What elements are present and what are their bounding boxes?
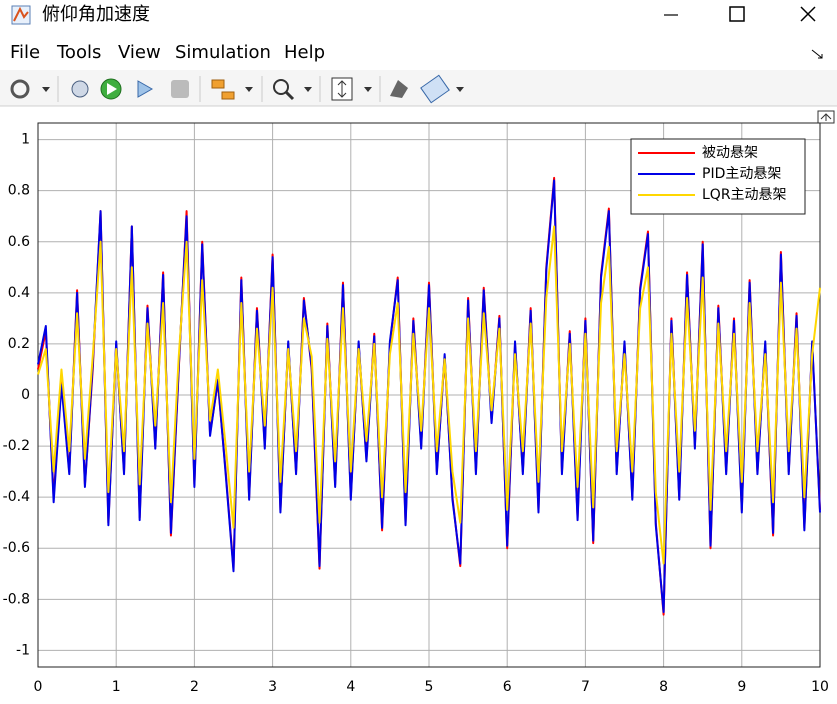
y-tick-label: 1 xyxy=(21,132,30,148)
dropdown-arrow[interactable] xyxy=(304,87,312,92)
y-tick-label: -0.4 xyxy=(3,489,30,505)
x-tick-label: 3 xyxy=(268,679,277,695)
toggle-legend-glyph xyxy=(820,113,832,121)
legend-label: PID主动悬架 xyxy=(702,166,781,182)
undock-arrow[interactable] xyxy=(811,49,823,59)
x-tick-label: 10 xyxy=(811,679,829,695)
highlight-button[interactable] xyxy=(211,79,225,89)
measure-button[interactable] xyxy=(420,74,450,104)
y-tick-label: -0.6 xyxy=(3,540,30,556)
toolbar xyxy=(0,70,837,106)
run-glyph xyxy=(107,83,117,95)
y-tick-label: -0.8 xyxy=(3,591,30,607)
settings-button[interactable] xyxy=(10,79,30,99)
dropdown-arrow[interactable] xyxy=(456,87,464,92)
autoscale-glyph xyxy=(337,80,347,98)
dropdown-arrow[interactable] xyxy=(364,87,372,92)
x-tick-label: 7 xyxy=(581,679,590,695)
stop-button[interactable] xyxy=(171,80,189,98)
dropdown-arrow[interactable] xyxy=(245,87,253,92)
app-icon xyxy=(11,5,31,25)
series-line xyxy=(37,225,821,565)
zoom-button[interactable] xyxy=(273,79,289,95)
x-tick-label: 4 xyxy=(346,679,355,695)
step-back-button[interactable] xyxy=(71,80,89,98)
menu-item[interactable]: Simulation xyxy=(175,42,271,63)
menu-item[interactable]: Help xyxy=(284,42,325,63)
x-tick-label: 6 xyxy=(503,679,512,695)
dropdown-arrow[interactable] xyxy=(42,87,50,92)
legend-label: LQR主动悬架 xyxy=(702,187,787,203)
app-icon-glyph xyxy=(13,6,29,22)
highlight-button-part xyxy=(221,91,235,100)
legend-box xyxy=(630,138,806,215)
y-tick-label: 0.4 xyxy=(8,285,30,301)
y-tick-label: 0.8 xyxy=(8,183,30,199)
maximize-button[interactable] xyxy=(729,6,745,22)
axes-frame xyxy=(37,122,821,668)
menu-item[interactable]: Tools xyxy=(56,42,101,63)
window-title: 俯仰角加速度 xyxy=(42,4,150,25)
x-tick-label: 0 xyxy=(34,679,43,695)
x-tick-label: 1 xyxy=(112,679,121,695)
trigger-button[interactable] xyxy=(390,80,408,98)
menu-bar xyxy=(0,36,837,69)
menu-item[interactable]: View xyxy=(118,42,161,63)
legend-label: 被动悬架 xyxy=(702,145,758,161)
x-tick-label: 2 xyxy=(190,679,199,695)
y-tick-label: 0 xyxy=(21,387,30,403)
x-tick-label: 9 xyxy=(737,679,746,695)
close-button[interactable] xyxy=(800,6,816,22)
y-tick-label: 0.2 xyxy=(8,336,30,352)
menu-item[interactable]: File xyxy=(10,42,40,63)
x-tick-label: 8 xyxy=(659,679,668,695)
y-tick-label: 0.6 xyxy=(8,234,30,250)
zoom-handle xyxy=(284,90,295,101)
plot-area: -1-0.8-0.6-0.4-0.200.20.40.60.810 1 2 3 4 5 6 7… xyxy=(3,122,829,695)
y-tick-label: -0.2 xyxy=(3,438,30,454)
menu-group: File Tools View Simulation Help xyxy=(10,42,325,63)
step-forward-button[interactable] xyxy=(137,80,154,98)
y-tick-label: -1 xyxy=(16,642,30,658)
x-tick-label: 5 xyxy=(425,679,434,695)
